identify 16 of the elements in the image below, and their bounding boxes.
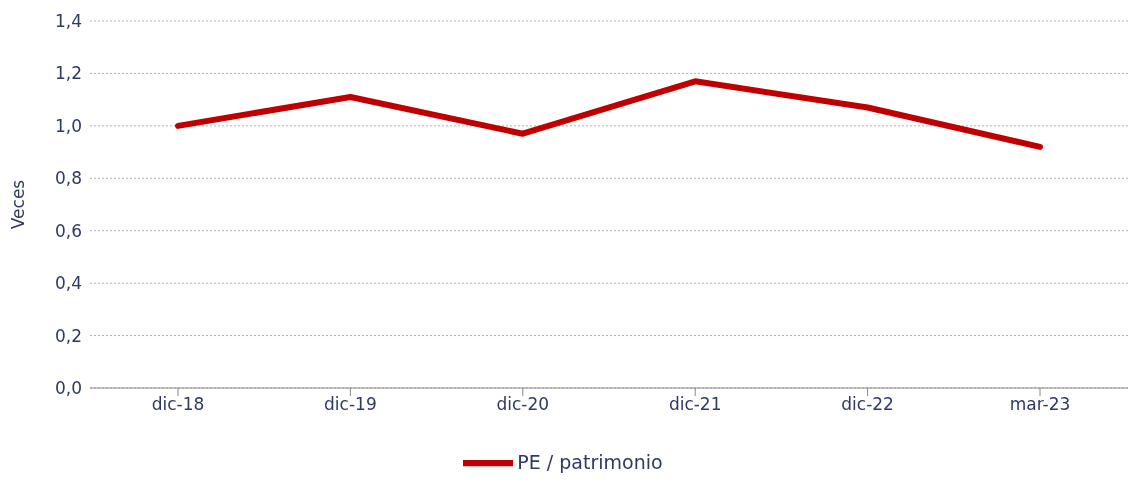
y-tick-label: 0,6 [54, 220, 82, 241]
y-tick-label: 1,2 [54, 63, 82, 84]
y-tick-label: 1,0 [54, 115, 82, 136]
x-tick-label: dic-21 [668, 394, 722, 415]
x-tick-label: mar-23 [1009, 394, 1071, 415]
y-tick-label: 0,4 [54, 273, 82, 294]
x-tick-label: dic-18 [151, 394, 205, 415]
y-tick-label: 0,2 [54, 325, 82, 346]
legend-label: PE / patrimonio [517, 450, 663, 473]
y-axis-title: Veces [8, 179, 29, 230]
x-tick-label: dic-22 [841, 394, 894, 415]
y-tick-label: 0,8 [54, 168, 82, 189]
y-tick-label: 1,4 [54, 11, 82, 32]
x-tick-label: dic-19 [324, 394, 377, 415]
y-tick-label: 0,0 [54, 378, 82, 399]
x-tick-label: dic-20 [496, 394, 550, 415]
